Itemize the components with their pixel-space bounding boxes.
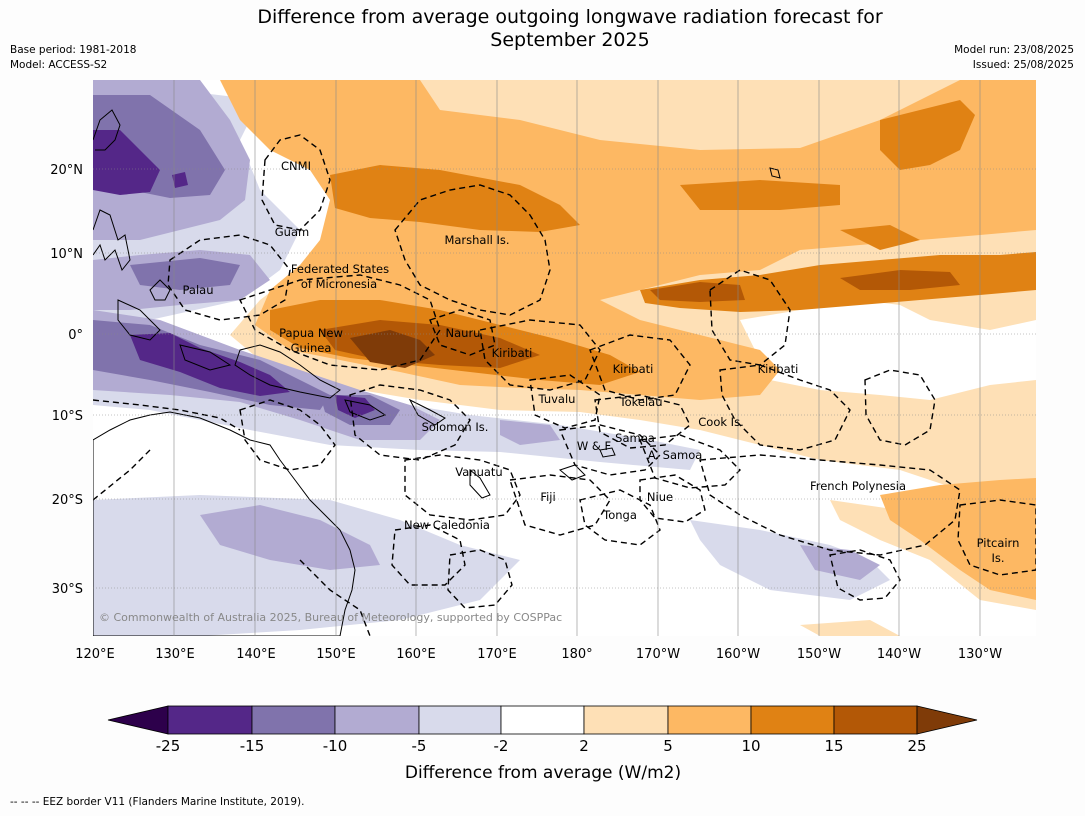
label-pitcairn-line2: Is. (991, 551, 1004, 565)
colorbar-tick-labels: -25 -15 -10 -5 -2 2 5 10 15 25 (156, 737, 927, 755)
gridlines (93, 168, 1036, 589)
colorbar-tick: 15 (824, 737, 843, 755)
colorbar-title: Difference from average (W/m2) (405, 763, 681, 783)
colorbar-tick: -10 (323, 737, 348, 755)
label-nauru: Nauru (446, 326, 481, 340)
colorbar-segment (583, 705, 669, 735)
lon-label-130e: 130°E (155, 647, 195, 662)
longitude-labels: 120°E 130°E 140°E 150°E 160°E 170°E 180°… (75, 647, 1002, 662)
colorbar-segment (334, 705, 420, 735)
lon-label-170w: 170°W (636, 647, 680, 662)
lat-label-20n: 20°N (50, 163, 83, 178)
label-marshall-islands: Marshall Is. (444, 233, 509, 247)
label-new-caledonia: New Caledonia (404, 518, 490, 532)
coastlines (93, 109, 781, 636)
title-line-2: September 2025 (490, 29, 650, 51)
label-kiribati-east: Kiribati (758, 362, 799, 376)
meridians (173, 80, 981, 636)
colorbar-segment (251, 705, 336, 735)
label-guam: Guam (275, 225, 309, 239)
colorbar-tick: 2 (579, 737, 589, 755)
label-fiji: Fiji (540, 490, 555, 504)
colorbar-tick: -15 (240, 737, 265, 755)
lon-label-130w: 130°W (958, 647, 1002, 662)
label-cook-islands: Cook Is. (698, 415, 743, 429)
eez-borders (93, 134, 1036, 636)
colorbar: -25 -15 -10 -5 -2 2 5 10 15 25 Differenc… (107, 705, 978, 783)
map-panel: CNMI Guam Marshall Is. Federated States … (93, 80, 1036, 636)
lon-label-120e: 120°E (75, 647, 115, 662)
colorbar-extend-high (916, 705, 978, 735)
lon-label-170e: 170°E (477, 647, 517, 662)
label-tuvalu: Tuvalu (538, 392, 576, 406)
colorbar-tick: -25 (156, 737, 181, 755)
colorbar-segment (167, 705, 253, 735)
label-kiribati-west: Kiribati (492, 346, 533, 360)
colorbar-segment (833, 705, 918, 735)
eez-source-note: -- -- -- EEZ border V11 (Flanders Marine… (10, 796, 305, 808)
label-wallis-futuna: W & F (577, 439, 611, 453)
lon-label-140e: 140°E (236, 647, 276, 662)
colorbar-tick: -2 (494, 737, 509, 755)
lon-label-160e: 160°E (396, 647, 436, 662)
colorbar-tick: 5 (663, 737, 673, 755)
lat-label-20s: 20°S (52, 493, 83, 508)
copyright-notice: © Commonwealth of Australia 2025, Bureau… (99, 611, 562, 624)
model-info: Base period: 1981-2018 Model: ACCESS-S2 (10, 43, 136, 73)
latitude-labels: 20°N 10°N 0° 10°S 20°S 30°S (50, 163, 83, 597)
colorbar-tick: 25 (907, 737, 926, 755)
lat-label-30s: 30°S (52, 582, 83, 597)
lon-label-140w: 140°W (877, 647, 921, 662)
lon-label-150e: 150°E (316, 647, 356, 662)
colorbar-tick: 10 (741, 737, 760, 755)
lon-label-150w: 150°W (797, 647, 841, 662)
label-tokelau: Tokelau (619, 395, 663, 409)
label-tonga: Tonga (602, 508, 637, 522)
label-png-line2: Guinea (291, 341, 332, 355)
colorbar-segment (418, 705, 502, 735)
label-micronesia-line2: of Micronesia (301, 277, 377, 291)
colorbar-segment (667, 705, 752, 735)
label-png-line1: Papua New (279, 326, 343, 340)
label-vanuatu: Vanuatu (455, 465, 502, 479)
colorbar-segment (500, 705, 585, 735)
label-micronesia-line1: Federated States (291, 262, 389, 276)
label-solomon-islands: Solomon Is. (422, 420, 489, 434)
lat-label-10n: 10°N (50, 247, 83, 262)
page-title: Difference from average outgoing longwav… (0, 6, 1085, 52)
label-american-samoa: A. Samoa (648, 448, 703, 462)
colorbar-tick: -5 (412, 737, 427, 755)
label-kiribati-central: Kiribati (613, 362, 654, 376)
title-line-1: Difference from average outgoing longwav… (257, 6, 883, 28)
lat-label-0: 0° (68, 328, 83, 343)
model-run: Model run: 23/08/2025 (954, 44, 1074, 56)
label-niue: Niue (647, 490, 673, 504)
label-french-polynesia: French Polynesia (810, 479, 906, 493)
label-pitcairn-line1: Pitcairn (977, 536, 1020, 550)
lon-label-180: 180° (561, 647, 592, 662)
base-period: Base period: 1981-2018 (10, 44, 137, 56)
anomaly-extreme-positive (350, 330, 435, 368)
lon-label-160w: 160°W (716, 647, 760, 662)
label-palau: Palau (183, 283, 214, 297)
lat-label-10s: 10°S (52, 409, 83, 424)
colorbar-extend-low (107, 705, 169, 735)
label-cnmi: CNMI (281, 159, 311, 173)
region-labels: CNMI Guam Marshall Is. Federated States … (183, 159, 1020, 565)
issued-date: Issued: 25/08/2025 (972, 59, 1074, 71)
run-info: Model run: 23/08/2025 Issued: 25/08/2025 (954, 43, 1074, 73)
model-name: Model: ACCESS-S2 (10, 59, 108, 71)
colorbar-segment (750, 705, 835, 735)
label-samoa: Samoa (615, 431, 655, 445)
